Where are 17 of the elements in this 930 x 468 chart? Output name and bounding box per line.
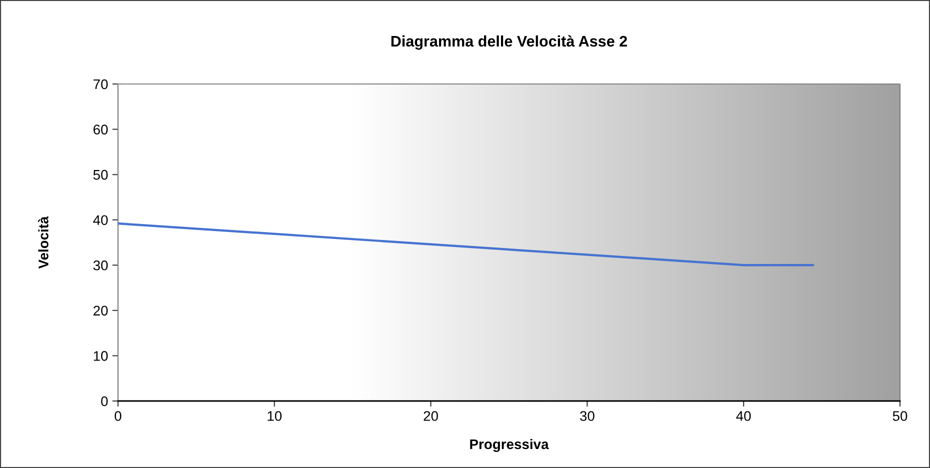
y-tick-label: 20: [94, 306, 108, 316]
x-tick-label: 20: [424, 411, 438, 421]
y-tick-label: 0: [101, 396, 108, 406]
x-tick-label: 0: [114, 411, 122, 421]
chart-title: Diagramma delle Velocità Asse 2: [391, 35, 627, 50]
x-tick-label: 30: [580, 411, 594, 421]
y-tick-label: 60: [94, 124, 108, 134]
y-tick-label: 50: [93, 170, 108, 180]
x-tick-label: 10: [268, 411, 282, 421]
y-tick-label: 70: [94, 79, 108, 90]
x-axis-title: Progressiva: [470, 438, 549, 452]
x-tick-label: 50: [892, 411, 908, 421]
y-tick-label: 30: [93, 260, 108, 270]
x-tick-label: 40: [736, 411, 751, 421]
y-tick-label: 10: [94, 351, 108, 361]
y-axis-title: Velocità: [38, 216, 48, 269]
y-tick-label: 40: [93, 215, 108, 226]
